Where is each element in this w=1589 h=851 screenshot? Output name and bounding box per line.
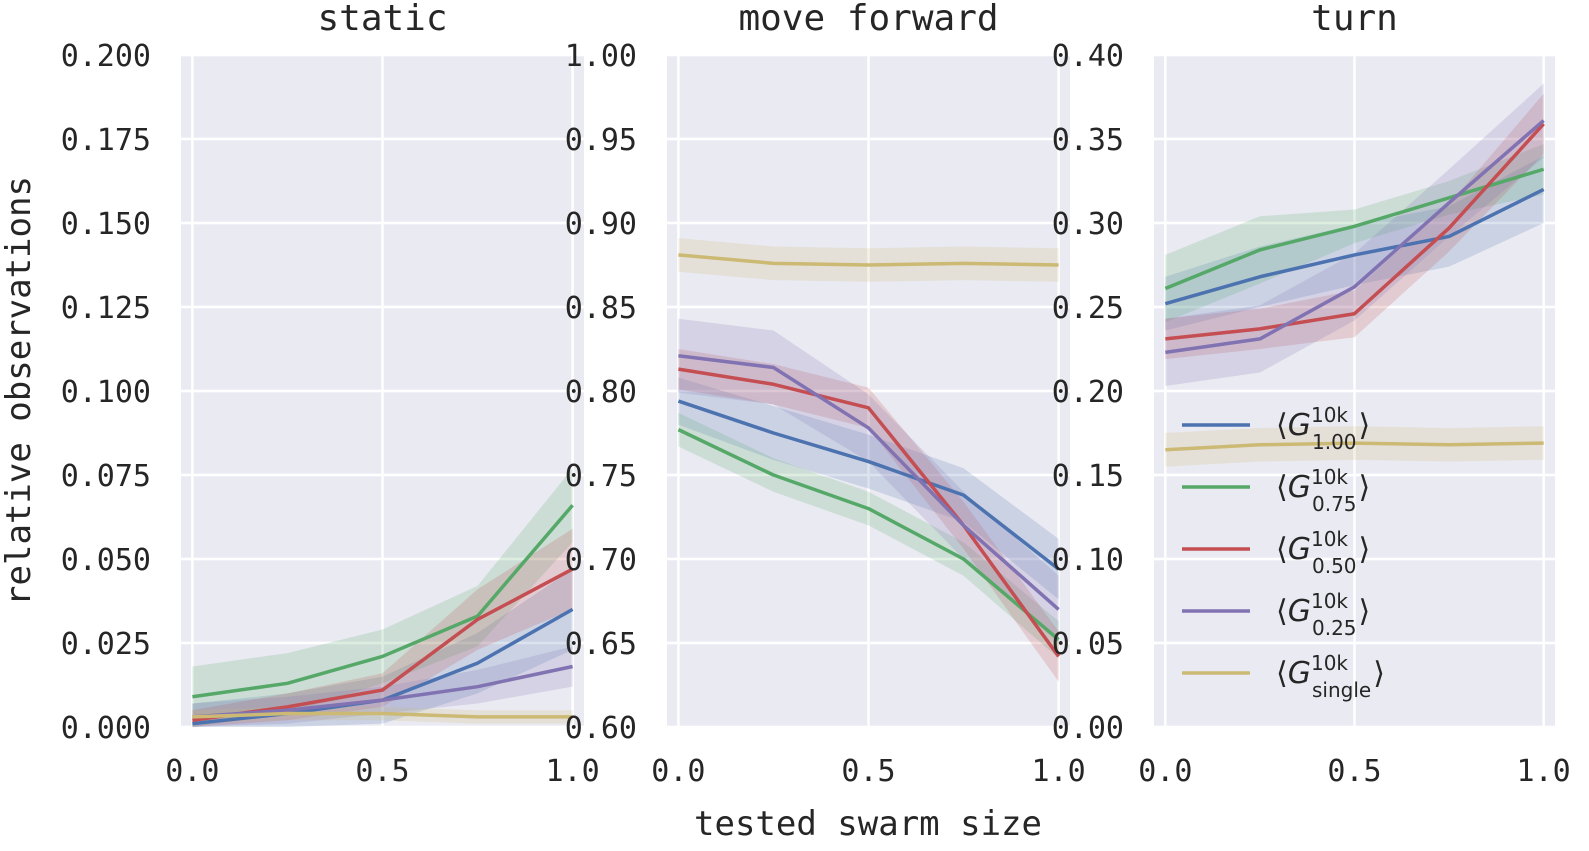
series-line-0.25 bbox=[1165, 119, 1545, 355]
legend-item-single: ⟨G10k single⟩ bbox=[1182, 651, 1385, 702]
x-tick-label: 1.0 bbox=[1032, 754, 1086, 789]
legend-item-0.50: ⟨G10k 0.50⟩ bbox=[1182, 527, 1370, 578]
panel-title: turn bbox=[1311, 0, 1398, 39]
y-tick-label: 0.95 bbox=[565, 123, 637, 158]
legend-item-0.75: ⟨G10k 0.75⟩ bbox=[1182, 465, 1370, 516]
y-tick-label: 0.125 bbox=[61, 291, 151, 326]
x-tick-label: 0.0 bbox=[651, 754, 705, 789]
x-tick-label: 1.0 bbox=[546, 754, 600, 789]
y-tick-label: 0.30 bbox=[1052, 207, 1124, 242]
legend-label: ⟨G10k single⟩ bbox=[1276, 651, 1385, 702]
band-0.25 bbox=[1165, 83, 1544, 386]
series-line-1.00 bbox=[1164, 187, 1545, 306]
x-axis-label: tested swarm size bbox=[694, 804, 1042, 844]
series-line-0.75 bbox=[677, 428, 1060, 641]
y-tick-label: 0.150 bbox=[61, 207, 151, 242]
y-tick-label: 0.60 bbox=[565, 711, 637, 746]
legend-label: ⟨G10k 1.00⟩ bbox=[1276, 403, 1370, 454]
x-tick-label: 0.5 bbox=[841, 754, 895, 789]
y-tick-label: 0.05 bbox=[1052, 627, 1124, 662]
y-tick-label: 0.175 bbox=[61, 123, 151, 158]
legend: ⟨G10k 1.00⟩ ⟨G10k 0.75⟩ ⟨G10k 0.50⟩ ⟨G10k 0.25⟩… bbox=[1182, 403, 1385, 702]
legend-item-0.25: ⟨G10k 0.25⟩ bbox=[1182, 589, 1370, 640]
series-line-1.00 bbox=[677, 399, 1060, 571]
band-single bbox=[678, 238, 1059, 282]
series-line-single bbox=[192, 711, 573, 719]
y-tick-label: 0.80 bbox=[565, 375, 637, 410]
y-tick-label: 0.15 bbox=[1052, 459, 1124, 494]
y-tick-label: 0.20 bbox=[1052, 375, 1124, 410]
x-tick-label: 0.5 bbox=[1327, 754, 1381, 789]
y-tick-label: 0.050 bbox=[61, 543, 151, 578]
band-0.50 bbox=[678, 349, 1059, 682]
legend-label: ⟨G10k 0.75⟩ bbox=[1276, 465, 1370, 516]
series-line-0.25 bbox=[192, 664, 573, 719]
y-tick-label: 0.75 bbox=[565, 459, 637, 494]
band-single bbox=[1165, 426, 1544, 467]
y-tick-label: 0.000 bbox=[61, 711, 151, 746]
legend-label: ⟨G10k 0.50⟩ bbox=[1276, 527, 1370, 578]
y-tick-label: 0.35 bbox=[1052, 123, 1124, 158]
y-tick-label: 0.200 bbox=[61, 39, 151, 74]
y-tick-label: 0.100 bbox=[61, 375, 151, 410]
y-tick-label: 0.65 bbox=[565, 627, 637, 662]
y-tick-label: 0.00 bbox=[1052, 711, 1124, 746]
x-tick-label: 0.0 bbox=[165, 754, 219, 789]
panel-title: static bbox=[317, 0, 447, 39]
y-tick-label: 0.025 bbox=[61, 627, 151, 662]
panel-1: 0.000 0.025 0.050 0.075 0.100 0.125 0.150 0.175… bbox=[61, 0, 600, 789]
panel-title: move forward bbox=[738, 0, 998, 39]
series-line-single bbox=[678, 253, 1059, 267]
series-line-single bbox=[1165, 441, 1544, 452]
x-tick-label: 0.5 bbox=[355, 754, 409, 789]
series-line-0.50 bbox=[1165, 122, 1545, 341]
y-tick-label: 0.90 bbox=[565, 207, 637, 242]
y-tick-label: 0.075 bbox=[61, 459, 151, 494]
band-1.00 bbox=[1165, 155, 1544, 331]
series-line-0.75 bbox=[192, 504, 574, 699]
series-line-0.75 bbox=[1164, 167, 1545, 291]
band-0.25 bbox=[678, 318, 1059, 643]
x-tick-label: 0.0 bbox=[1138, 754, 1192, 789]
y-tick-label: 1.00 bbox=[565, 39, 637, 74]
series-line-0.25 bbox=[678, 353, 1060, 611]
band-0.50 bbox=[192, 528, 573, 727]
y-tick-label: 0.85 bbox=[565, 291, 637, 326]
legend-item-1.00: ⟨G10k 1.00⟩ bbox=[1182, 403, 1370, 454]
y-tick-label: 0.10 bbox=[1052, 543, 1124, 578]
y-tick-label: 0.40 bbox=[1052, 39, 1124, 74]
y-axis-label: relative observations bbox=[0, 176, 39, 606]
y-tick-label: 0.70 bbox=[565, 543, 637, 578]
band-0.75 bbox=[192, 468, 573, 727]
legend-label: ⟨G10k 0.25⟩ bbox=[1276, 589, 1370, 640]
panel-2: 0.60 0.65 0.70 0.75 0.80 0.85 0.90 0.95 1.00 0.0 0… bbox=[565, 0, 1086, 789]
series-line-0.50 bbox=[678, 367, 1061, 658]
y-tick-label: 0.25 bbox=[1052, 291, 1124, 326]
panel-3: 0.00 0.05 0.10 0.15 0.20 0.25 0.30 0.35 0.40 0.0 0… bbox=[1052, 0, 1571, 789]
panels: 0.000 0.025 0.050 0.075 0.100 0.125 0.150 0.175… bbox=[61, 0, 1571, 789]
x-tick-label: 1.0 bbox=[1517, 754, 1571, 789]
